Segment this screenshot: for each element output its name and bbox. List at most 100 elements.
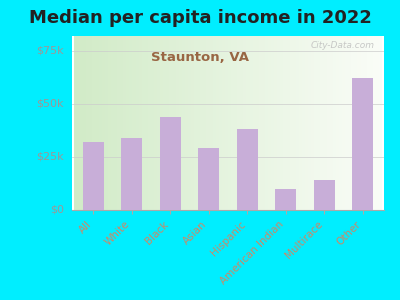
Bar [259,36,262,210]
Bar [194,36,197,210]
Bar [280,36,284,210]
Bar [330,36,333,210]
Bar [250,36,253,210]
Bar [200,36,203,210]
Bar [203,36,206,210]
Bar [86,36,89,210]
Bar [317,36,320,210]
Bar [290,36,293,210]
Bar [92,36,96,210]
Bar [120,36,123,210]
Bar [302,36,305,210]
Bar [191,36,194,210]
Bar [262,36,265,210]
Bar [126,36,129,210]
Bar [373,36,376,210]
Bar [197,36,200,210]
Bar [327,36,330,210]
Bar [148,36,151,210]
Text: Staunton, VA: Staunton, VA [151,51,249,64]
Bar [166,36,170,210]
Bar [216,36,219,210]
Bar [284,36,286,210]
Bar [136,36,139,210]
Bar [212,36,216,210]
Bar [299,36,302,210]
Bar [360,36,364,210]
Bar [370,36,373,210]
Bar [305,36,308,210]
Bar [351,36,354,210]
Bar [342,36,345,210]
Bar [123,36,126,210]
Bar [228,36,231,210]
Bar [154,36,157,210]
Bar [206,36,210,210]
Bar [268,36,271,210]
Bar [160,117,181,210]
Bar [80,36,83,210]
Bar [219,36,222,210]
Text: City-Data.com: City-Data.com [311,41,375,50]
Bar [275,189,296,210]
Bar [311,36,314,210]
Bar [244,36,246,210]
Bar [324,36,327,210]
Bar [198,148,219,210]
Bar [151,36,154,210]
Text: $50k: $50k [36,99,64,109]
Bar [170,36,172,210]
Bar [132,36,136,210]
Bar [376,36,379,210]
Bar [117,36,120,210]
Bar [234,36,237,210]
Text: Median per capita income in 2022: Median per capita income in 2022 [28,9,372,27]
Bar [314,36,317,210]
Bar [185,36,188,210]
Bar [352,78,374,210]
Bar [333,36,336,210]
Bar [296,36,299,210]
Bar [286,36,290,210]
Bar [179,36,182,210]
Bar [121,138,142,210]
Bar [314,180,335,210]
Bar [339,36,342,210]
Bar [160,36,163,210]
Text: $75k: $75k [36,46,64,56]
Bar [96,36,98,210]
Bar [74,36,77,210]
Bar [379,36,382,210]
Bar [308,36,311,210]
Bar [83,36,86,210]
Bar [265,36,268,210]
Bar [142,36,145,210]
Bar [82,142,104,210]
Bar [172,36,176,210]
Bar [348,36,351,210]
Bar [188,36,191,210]
Bar [182,36,185,210]
Bar [139,36,142,210]
Bar [105,36,108,210]
Bar [222,36,225,210]
Bar [98,36,102,210]
Bar [163,36,166,210]
Bar [274,36,277,210]
Bar [210,36,212,210]
Bar [111,36,114,210]
Bar [145,36,148,210]
Bar [108,36,111,210]
Bar [345,36,348,210]
Bar [176,36,179,210]
Bar [354,36,358,210]
Bar [102,36,105,210]
Bar [358,36,360,210]
Bar [367,36,370,210]
Bar [129,36,132,210]
Bar [237,36,240,210]
Bar [225,36,228,210]
Bar [277,36,280,210]
Bar [256,36,259,210]
Bar [231,36,234,210]
